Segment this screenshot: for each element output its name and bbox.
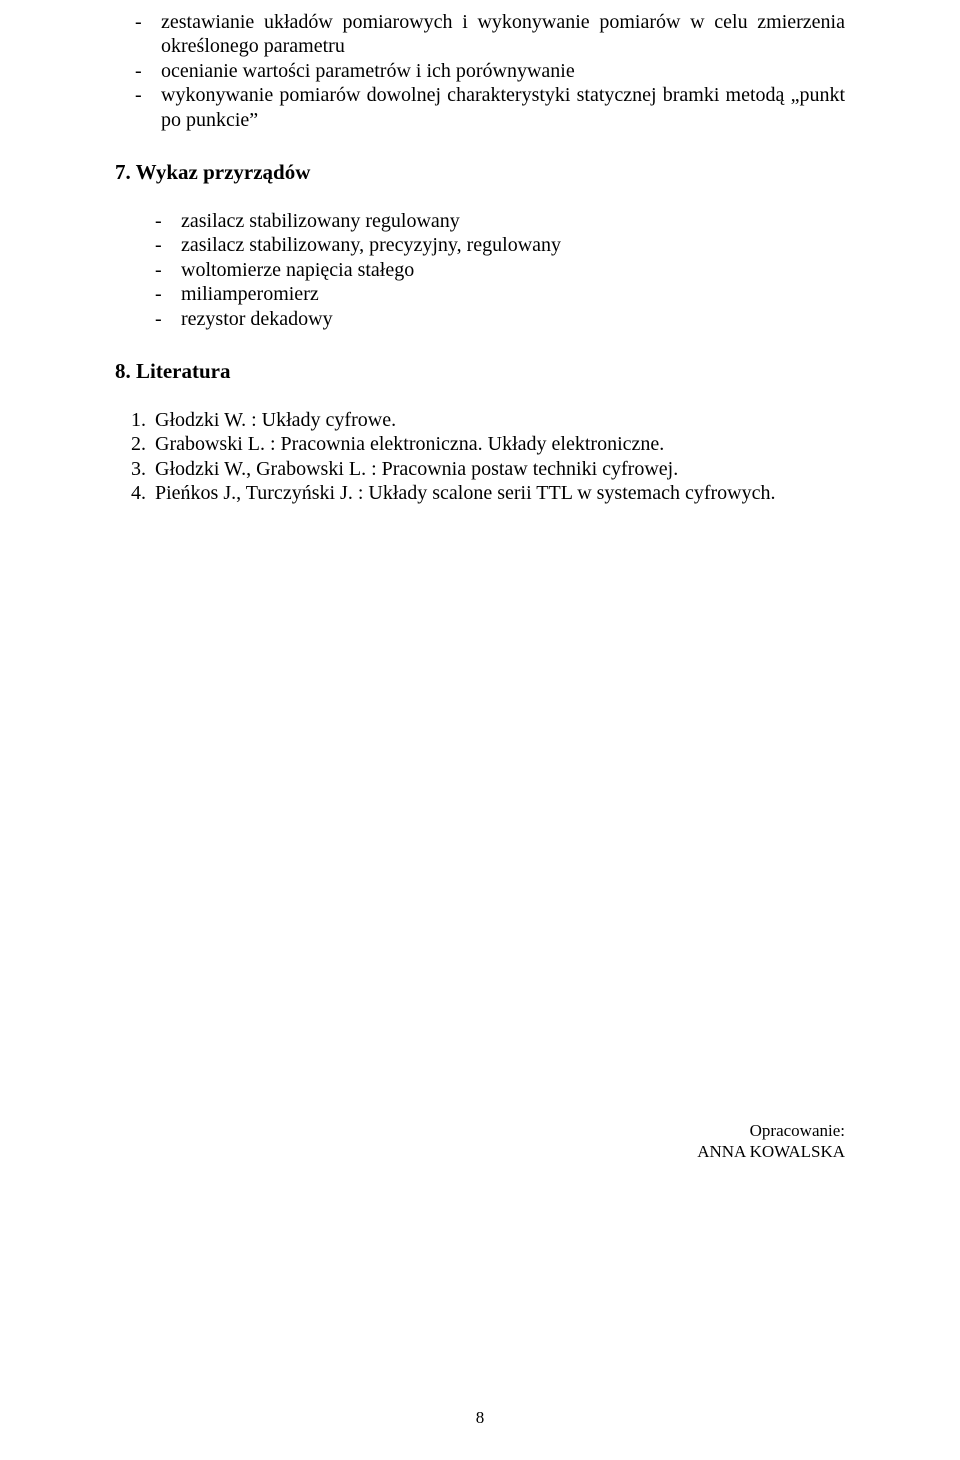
- credit-block: Opracowanie: ANNA KOWALSKA: [697, 1120, 845, 1163]
- reference-item: Grabowski L. : Pracownia elektroniczna. …: [151, 432, 845, 456]
- equipment-item: woltomierze napięcia stałego: [155, 258, 845, 282]
- equipment-item: zasilacz stabilizowany regulowany: [155, 209, 845, 233]
- top-bullet-item: zestawianie układów pomiarowych i wykony…: [135, 10, 845, 59]
- top-bullet-item: wykonywanie pomiarów dowolnej charaktery…: [135, 83, 845, 132]
- page-number: 8: [0, 1408, 960, 1428]
- equipment-item: rezystor dekadowy: [155, 307, 845, 331]
- top-bullet-list: zestawianie układów pomiarowych i wykony…: [115, 10, 845, 132]
- section-7-heading: 7. Wykaz przyrządów: [115, 160, 845, 185]
- document-page: zestawianie układów pomiarowych i wykony…: [0, 0, 960, 1460]
- equipment-list: zasilacz stabilizowany regulowany zasila…: [115, 209, 845, 331]
- equipment-item: miliamperomierz: [155, 282, 845, 306]
- reference-list: Głodzki W. : Układy cyfrowe. Grabowski L…: [115, 408, 845, 506]
- reference-item: Głodzki W. : Układy cyfrowe.: [151, 408, 845, 432]
- reference-item: Pieńkos J., Turczyński J. : Układy scalo…: [151, 481, 845, 505]
- reference-item: Głodzki W., Grabowski L. : Pracownia pos…: [151, 457, 845, 481]
- top-bullet-item: ocenianie wartości parametrów i ich poró…: [135, 59, 845, 83]
- section-8-heading: 8. Literatura: [115, 359, 845, 384]
- equipment-item: zasilacz stabilizowany, precyzyjny, regu…: [155, 233, 845, 257]
- credit-label: Opracowanie:: [697, 1120, 845, 1141]
- credit-name: ANNA KOWALSKA: [697, 1141, 845, 1162]
